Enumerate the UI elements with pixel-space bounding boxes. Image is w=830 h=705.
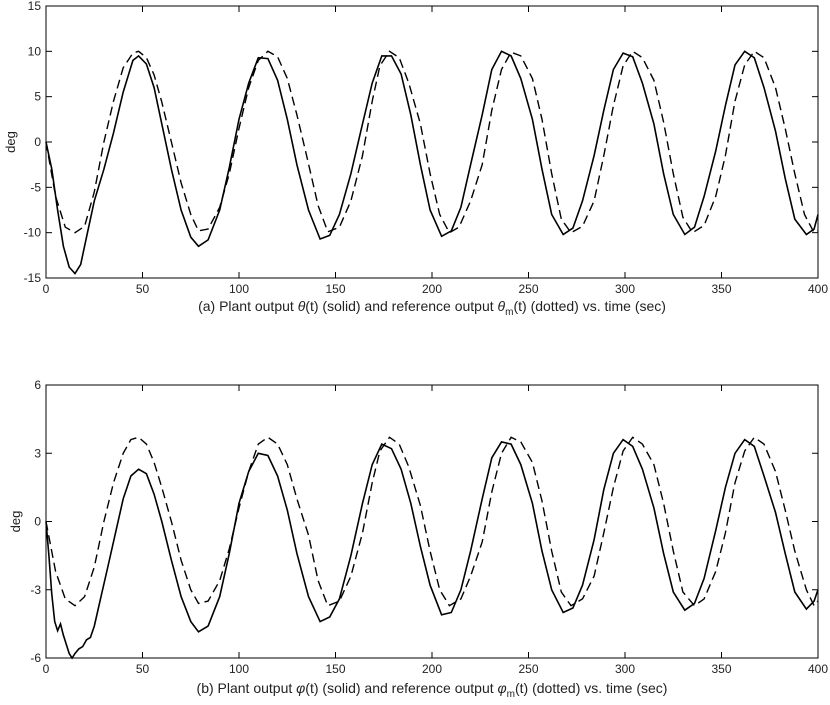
caption-b: (b) Plant output φ(t) (solid) and refere…	[197, 680, 668, 700]
caption-text: (t) (solid) and reference output	[305, 298, 497, 314]
x-tick-label-a: 0	[43, 282, 50, 296]
x-tick-label-a: 150	[325, 282, 345, 296]
y-tick-label-a: -10	[24, 226, 42, 240]
caption-a: (a) Plant output θ(t) (solid) and refere…	[198, 298, 666, 318]
series-line-a-solid	[45, 50, 819, 275]
x-tick-label-a: 300	[615, 282, 635, 296]
x-tick-label-b: 0	[43, 662, 50, 676]
chart-panel-b: 0 50 100 150 200 250 300 350 400 -6 -3 0 3 6 deg (b) Pl…	[8, 378, 828, 700]
chart-panel-a: 0 50 100 150 200 250 300 350 400 -15 -10 -5 0 5 10 15 de…	[3, 0, 828, 318]
y-tick-label-b: 0	[34, 515, 41, 529]
caption-text: (t) (dotted) vs. time (sec)	[513, 298, 665, 314]
y-tick-label-a: -5	[30, 180, 41, 194]
x-tick-label-b: 300	[615, 662, 635, 676]
x-tick-label-b: 50	[136, 662, 150, 676]
x-tick-label-a: 200	[422, 282, 442, 296]
y-tick-label-a: 0	[34, 135, 41, 149]
y-tick-label-b: -6	[30, 651, 41, 665]
x-tick-label-b: 200	[422, 662, 442, 676]
y-tick-label-b: 6	[34, 378, 41, 392]
series-line-a-dashed	[45, 50, 819, 234]
series-line-b-dashed	[45, 436, 819, 607]
caption-text: (a) Plant output	[198, 298, 298, 314]
caption-symbol: θ	[298, 298, 306, 314]
y-tick-label-a: 5	[34, 90, 41, 104]
caption-subscript: m	[507, 689, 515, 700]
y-tick-label-a: 15	[28, 0, 42, 13]
x-tick-label-b: 100	[229, 662, 249, 676]
caption-subscript: m	[505, 307, 513, 318]
series-line-b-solid	[45, 438, 819, 660]
x-tick-label-b: 350	[711, 662, 731, 676]
x-tick-label-a: 100	[229, 282, 249, 296]
y-axis-label-a: deg	[3, 131, 18, 153]
caption-symbol: θ	[498, 298, 506, 314]
caption-text: (b) Plant output	[197, 680, 297, 696]
y-tick-label-a: -15	[24, 271, 42, 285]
x-tick-label-a: 50	[136, 282, 150, 296]
caption-text: (t) (dotted) vs. time (sec)	[515, 680, 667, 696]
caption-symbol: φ	[296, 680, 305, 696]
x-tick-label-b: 250	[518, 662, 538, 676]
x-tick-label-a: 350	[711, 282, 731, 296]
x-tick-label-a: 250	[518, 282, 538, 296]
x-tick-label-a: 400	[808, 282, 828, 296]
y-axis-label-b: deg	[8, 511, 23, 533]
caption-symbol: φ	[498, 680, 507, 696]
caption-text: (t) (solid) and reference output	[305, 680, 497, 696]
y-tick-label-b: 3	[34, 446, 41, 460]
y-tick-label-b: -3	[30, 583, 41, 597]
x-tick-label-b: 400	[808, 662, 828, 676]
y-tick-label-a: 10	[28, 44, 42, 58]
axes-frame-a	[45, 5, 819, 279]
x-tick-label-b: 150	[325, 662, 345, 676]
